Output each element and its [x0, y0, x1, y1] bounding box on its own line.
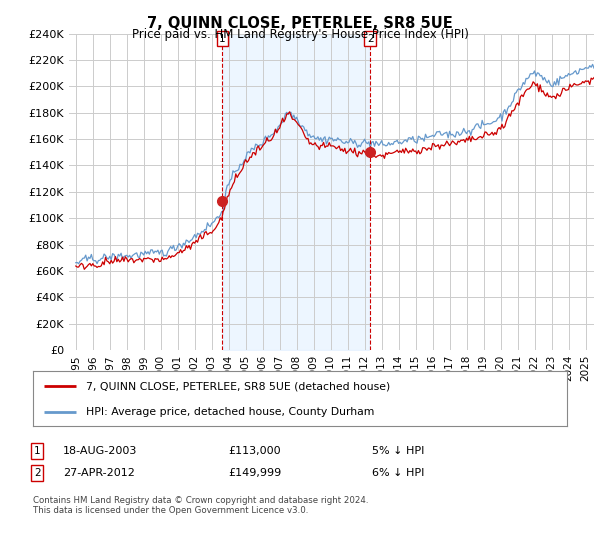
Text: 2: 2	[34, 468, 41, 478]
Text: £149,999: £149,999	[228, 468, 281, 478]
Text: 1: 1	[34, 446, 41, 456]
Text: £113,000: £113,000	[228, 446, 281, 456]
Text: 18-AUG-2003: 18-AUG-2003	[63, 446, 137, 456]
Text: 5% ↓ HPI: 5% ↓ HPI	[372, 446, 424, 456]
Text: 7, QUINN CLOSE, PETERLEE, SR8 5UE: 7, QUINN CLOSE, PETERLEE, SR8 5UE	[147, 16, 453, 31]
Text: Price paid vs. HM Land Registry's House Price Index (HPI): Price paid vs. HM Land Registry's House …	[131, 28, 469, 41]
Text: HPI: Average price, detached house, County Durham: HPI: Average price, detached house, Coun…	[86, 407, 375, 417]
Text: 6% ↓ HPI: 6% ↓ HPI	[372, 468, 424, 478]
Text: Contains HM Land Registry data © Crown copyright and database right 2024.
This d: Contains HM Land Registry data © Crown c…	[33, 496, 368, 515]
Text: 2: 2	[367, 34, 373, 44]
Text: 7, QUINN CLOSE, PETERLEE, SR8 5UE (detached house): 7, QUINN CLOSE, PETERLEE, SR8 5UE (detac…	[86, 381, 391, 391]
Text: 27-APR-2012: 27-APR-2012	[63, 468, 135, 478]
Text: 1: 1	[219, 34, 226, 44]
